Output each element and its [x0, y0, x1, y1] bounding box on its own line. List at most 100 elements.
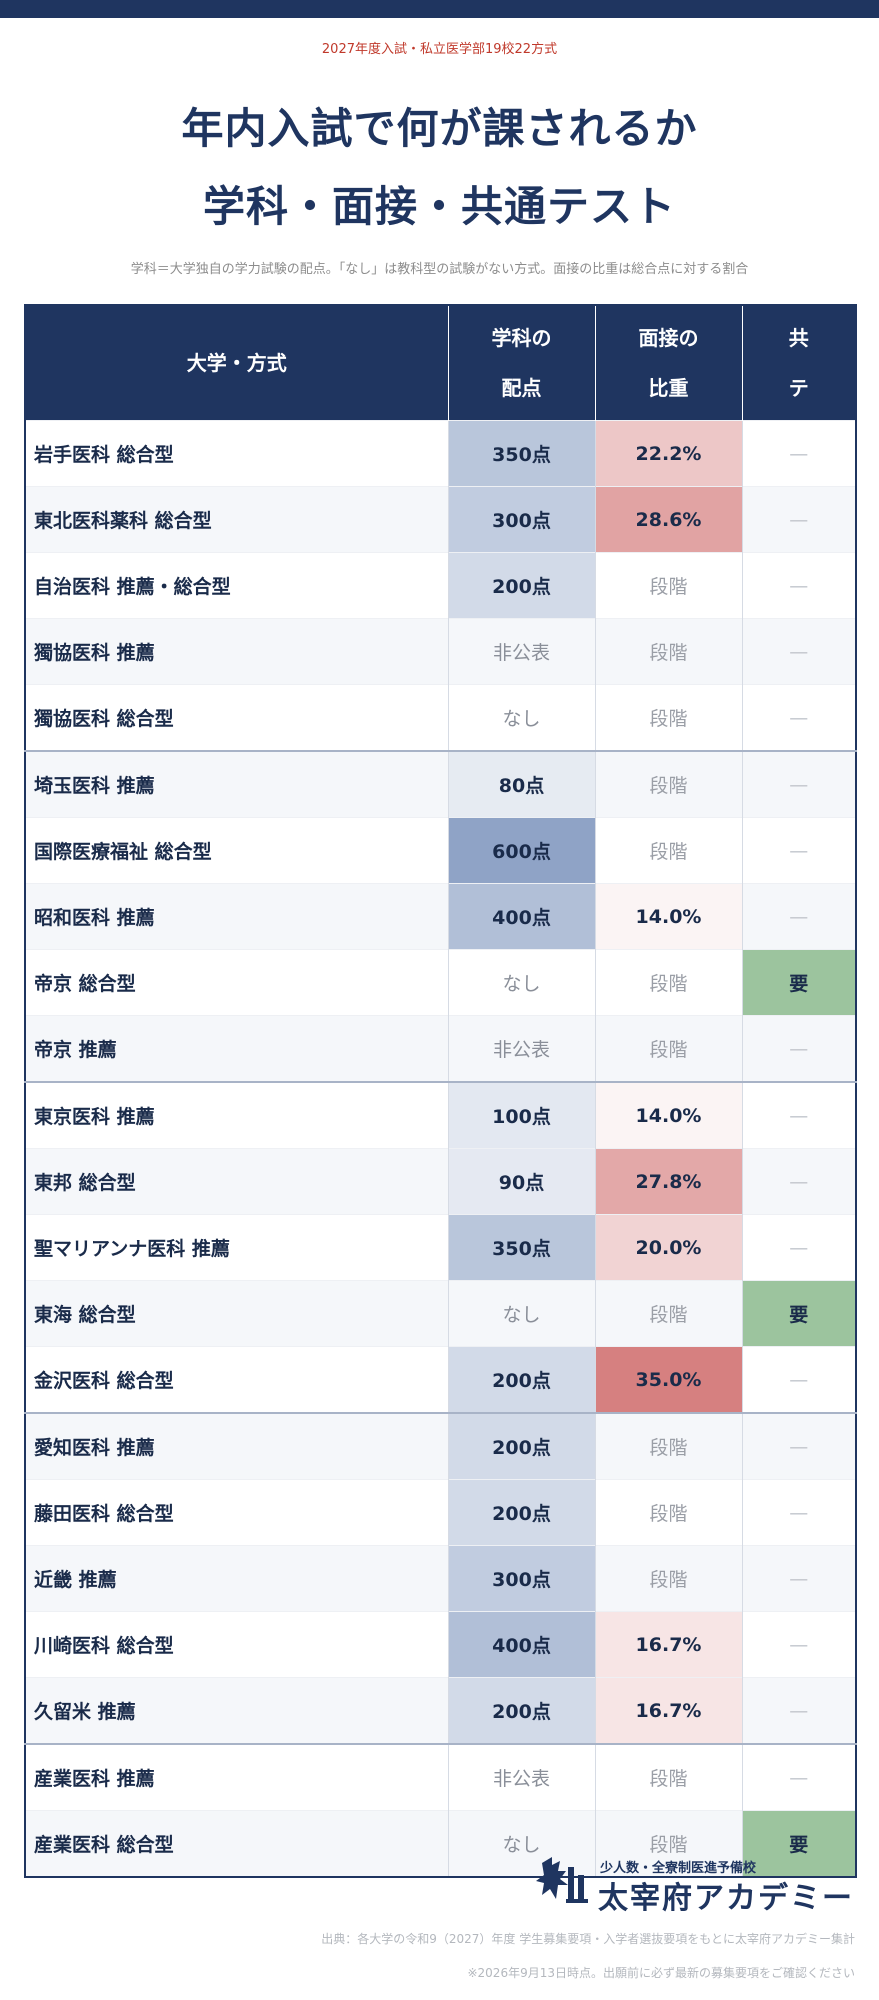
kyote-required-cell: 要 — [741, 949, 856, 1016]
kyote-cell: — — [741, 1412, 856, 1480]
table-row: 近畿 推薦 300点 段階 — — [25, 1545, 856, 1612]
interview-weight-cell: 段階 — [594, 684, 742, 751]
academy-logo: 少人数・全寮制医進予備校 太宰府アカデミー — [536, 1855, 856, 1916]
score-cell: 300点 — [447, 486, 595, 553]
kyote-cell: — — [741, 750, 856, 818]
col-header-university: 大学・方式 — [25, 305, 448, 421]
interview-weight-cell: 段階 — [594, 1743, 742, 1811]
kyote-cell: — — [741, 618, 856, 685]
university-method-cell: 金沢医科 総合型 — [25, 1346, 448, 1413]
interview-weight-cell: 35.0% — [594, 1346, 742, 1413]
legend-note: 学科＝大学独自の学力試験の配点。「なし」は教科型の試験がない方式。面接の比重は総… — [130, 262, 749, 277]
university-method-cell: 近畿 推薦 — [25, 1545, 448, 1612]
score-cell: 100点 — [447, 1081, 595, 1149]
source-note: 出典：各大学の令和9（2027）年度 学生募集要項・入学者選抜要項をもとに太宰府… — [321, 1932, 855, 1946]
university-method-cell: 川崎医科 総合型 — [25, 1611, 448, 1678]
table-row: 東邦 総合型 90点 27.8% — — [25, 1148, 856, 1215]
score-cell: 600点 — [447, 817, 595, 884]
interview-weight-cell: 段階 — [594, 1545, 742, 1612]
disclaimer-note: ※2026年9月13日時点。出願前に必ず最新の募集要項をご確認ください — [467, 1966, 855, 1980]
col-header-kyote: 共テ — [741, 305, 856, 421]
score-cell: 400点 — [447, 1611, 595, 1678]
interview-weight-cell: 段階 — [594, 1412, 742, 1480]
score-cell: 200点 — [447, 552, 595, 619]
university-method-cell: 産業医科 推薦 — [25, 1743, 448, 1811]
table-row: 産業医科 推薦 非公表 段階 — — [25, 1743, 856, 1811]
table-row: 川崎医科 総合型 400点 16.7% — — [25, 1611, 856, 1678]
table-row: 金沢医科 総合型 200点 35.0% — — [25, 1346, 856, 1413]
score-cell: 300点 — [447, 1545, 595, 1612]
interview-weight-cell: 14.0% — [594, 1081, 742, 1149]
score-cell: 400点 — [447, 883, 595, 950]
university-method-cell: 国際医療福祉 総合型 — [25, 817, 448, 884]
table-row: 獨協医科 総合型 なし 段階 — — [25, 684, 856, 751]
kyote-required-cell: 要 — [741, 1280, 856, 1347]
table-row: 帝京 推薦 非公表 段階 — — [25, 1015, 856, 1082]
score-cell: 非公表 — [447, 618, 595, 685]
kyote-cell: — — [741, 1479, 856, 1546]
interview-weight-cell: 27.8% — [594, 1148, 742, 1215]
interview-weight-cell: 段階 — [594, 1810, 742, 1877]
score-cell: 200点 — [447, 1346, 595, 1413]
university-method-cell: 久留米 推薦 — [25, 1677, 448, 1744]
table-row: 久留米 推薦 200点 16.7% — — [25, 1677, 856, 1744]
kyote-cell: — — [741, 1148, 856, 1215]
university-method-cell: 帝京 推薦 — [25, 1015, 448, 1082]
university-method-cell: 愛知医科 推薦 — [25, 1412, 448, 1480]
kyote-cell: — — [741, 1214, 856, 1281]
score-cell: 200点 — [447, 1479, 595, 1546]
table-body: 岩手医科 総合型 350点 22.2% — 東北医科薬科 総合型 300点 28.6% — 自治… — [25, 420, 856, 1877]
interview-weight-cell: 段階 — [594, 1479, 742, 1546]
table-row: 東北医科薬科 総合型 300点 28.6% — — [25, 486, 856, 553]
table-row: 岩手医科 総合型 350点 22.2% — — [25, 420, 856, 487]
kyote-cell: — — [741, 1743, 856, 1811]
table-row: 産業医科 総合型 なし 段階要 — [25, 1810, 856, 1877]
interview-weight-cell: 16.7% — [594, 1611, 742, 1678]
score-cell: なし — [447, 1810, 595, 1877]
kyote-cell: — — [741, 1346, 856, 1413]
university-method-cell: 産業医科 総合型 — [25, 1810, 448, 1877]
university-method-cell: 獨協医科 推薦 — [25, 618, 448, 685]
table-row: 愛知医科 推薦 200点 段階 — — [25, 1412, 856, 1480]
university-method-cell: 岩手医科 総合型 — [25, 420, 448, 487]
interview-weight-cell: 14.0% — [594, 883, 742, 950]
kyote-cell: — — [741, 486, 856, 553]
kyote-cell: — — [741, 420, 856, 487]
university-method-cell: 東海 総合型 — [25, 1280, 448, 1347]
kyote-cell: — — [741, 1677, 856, 1744]
kyote-cell: — — [741, 883, 856, 950]
academy-logo-icon — [536, 1857, 588, 1903]
university-method-cell: 昭和医科 推薦 — [25, 883, 448, 950]
top-accent-bar — [0, 0, 879, 18]
score-cell: 350点 — [447, 1214, 595, 1281]
table-row: 昭和医科 推薦 400点 14.0% — — [25, 883, 856, 950]
university-method-cell: 自治医科 推薦・総合型 — [25, 552, 448, 619]
interview-weight-cell: 22.2% — [594, 420, 742, 487]
university-method-cell: 帝京 総合型 — [25, 949, 448, 1016]
university-method-cell: 藤田医科 総合型 — [25, 1479, 448, 1546]
table-row: 東京医科 推薦 100点 14.0% — — [25, 1081, 856, 1149]
interview-weight-cell: 段階 — [594, 750, 742, 818]
interview-weight-cell: 段階 — [594, 949, 742, 1016]
score-cell: 非公表 — [447, 1743, 595, 1811]
score-cell: 200点 — [447, 1412, 595, 1480]
interview-weight-cell: 段階 — [594, 817, 742, 884]
kyote-cell: — — [741, 1081, 856, 1149]
interview-weight-cell: 28.6% — [594, 486, 742, 553]
table-row: 東海 総合型 なし 段階要 — [25, 1280, 856, 1347]
interview-weight-cell: 段階 — [594, 552, 742, 619]
score-cell: なし — [447, 1280, 595, 1347]
interview-weight-cell: 段階 — [594, 618, 742, 685]
logo-tagline: 少人数・全寮制医進予備校 — [600, 1861, 757, 1876]
kyote-cell: — — [741, 1015, 856, 1082]
kyote-cell: — — [741, 1611, 856, 1678]
university-method-cell: 東京医科 推薦 — [25, 1081, 448, 1149]
university-method-cell: 東邦 総合型 — [25, 1148, 448, 1215]
table-row: 埼玉医科 推薦 80点 段階 — — [25, 750, 856, 818]
score-cell: 200点 — [447, 1677, 595, 1744]
table-row: 自治医科 推薦・総合型 200点 段階 — — [25, 552, 856, 619]
table-row: 獨協医科 推薦 非公表 段階 — — [25, 618, 856, 685]
score-cell: なし — [447, 684, 595, 751]
col-header-score: 学科の 配点 — [447, 305, 595, 421]
table-header: 大学・方式 学科の 配点 面接の 比重 共テ — [25, 305, 856, 421]
